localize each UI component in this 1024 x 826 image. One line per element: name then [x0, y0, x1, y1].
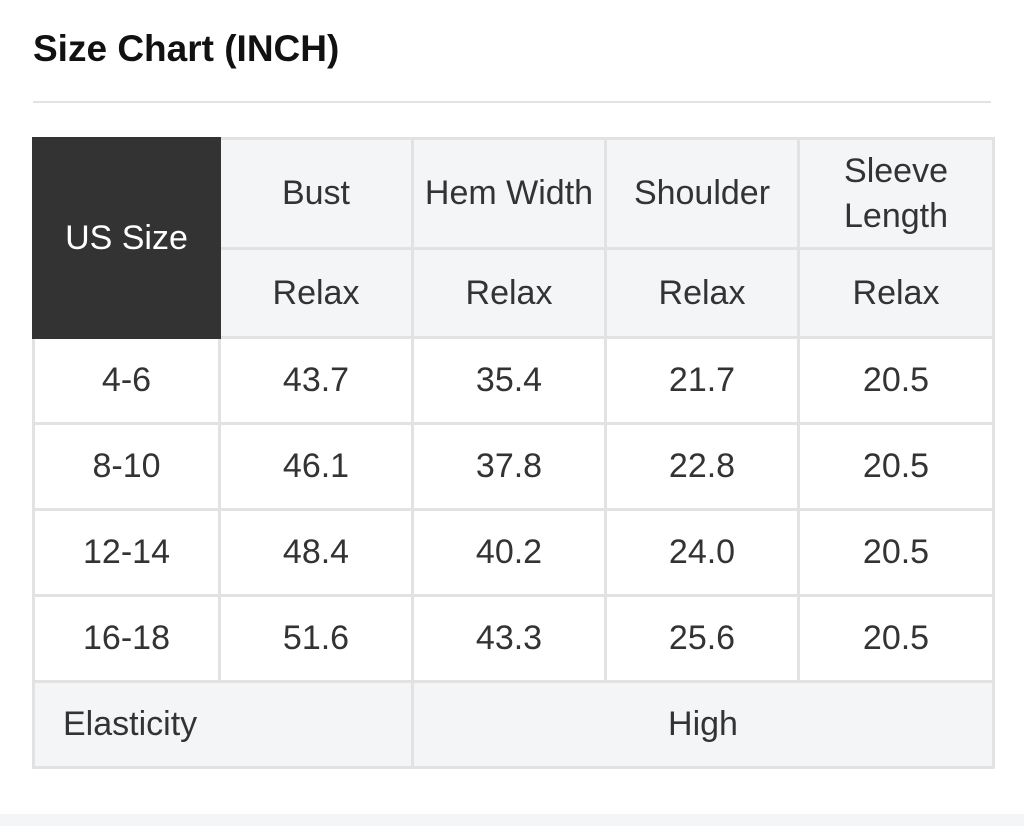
value-cell: 40.2 — [411, 508, 607, 597]
us-size-header: US Size — [32, 137, 221, 339]
value-cell: 46.1 — [218, 422, 414, 511]
column-header-sleeve-length: Sleeve Length — [797, 137, 995, 250]
fit-label: Relax — [411, 247, 607, 339]
value-cell: 20.5 — [797, 508, 995, 597]
value-cell: 43.7 — [218, 336, 414, 425]
elasticity-label: Elasticity — [32, 680, 414, 769]
table-row: 8-10 46.1 37.8 22.8 20.5 — [32, 422, 995, 511]
column-header-bust: Bust — [218, 137, 414, 250]
page-title: Size Chart (INCH) — [33, 28, 340, 69]
size-cell: 12-14 — [32, 508, 221, 597]
size-cell: 8-10 — [32, 422, 221, 511]
value-cell: 20.5 — [797, 594, 995, 683]
value-cell: 43.3 — [411, 594, 607, 683]
size-cell: 16-18 — [32, 594, 221, 683]
table-row: 4-6 43.7 35.4 21.7 20.5 — [32, 336, 995, 425]
fit-row: Relax Relax Relax Relax — [34, 247, 995, 339]
fit-label: Relax — [797, 247, 995, 339]
value-cell: 20.5 — [797, 336, 995, 425]
value-cell: 48.4 — [218, 508, 414, 597]
elasticity-row: Elasticity High — [32, 680, 995, 769]
size-cell: 4-6 — [32, 336, 221, 425]
value-cell: 20.5 — [797, 422, 995, 511]
header-row: US Size Bust Hem Width Shoulder Sleeve L… — [32, 137, 995, 339]
value-cell: 22.8 — [604, 422, 800, 511]
table-row: 16-18 51.6 43.3 25.6 20.5 — [32, 594, 995, 683]
column-header-hem-width: Hem Width — [411, 137, 607, 250]
value-cell: 24.0 — [604, 508, 800, 597]
value-cell: 25.6 — [604, 594, 800, 683]
value-cell: 37.8 — [411, 422, 607, 511]
value-cell: 21.7 — [604, 336, 800, 425]
table-row: 12-14 48.4 40.2 24.0 20.5 — [32, 508, 995, 597]
elasticity-value: High — [411, 680, 995, 769]
fit-label: Relax — [604, 247, 800, 339]
size-chart-table: US Size Bust Hem Width Shoulder Sleeve L… — [32, 137, 995, 769]
footer-band — [0, 814, 1024, 826]
value-cell: 51.6 — [218, 594, 414, 683]
divider — [33, 101, 991, 103]
fit-label: Relax — [218, 247, 414, 339]
column-header-shoulder: Shoulder — [604, 137, 800, 250]
value-cell: 35.4 — [411, 336, 607, 425]
